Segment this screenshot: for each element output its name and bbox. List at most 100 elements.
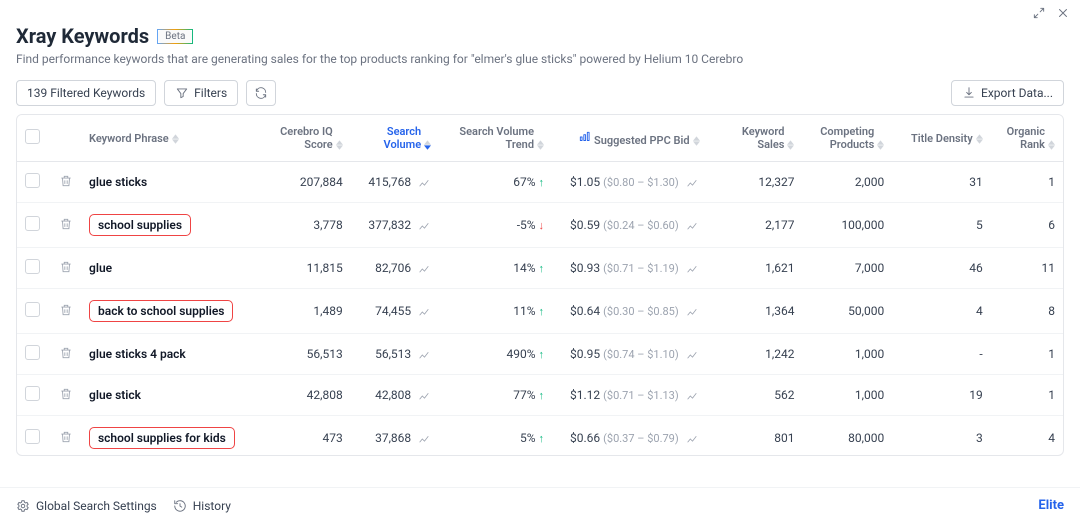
- col-trend[interactable]: Search VolumeTrend: [439, 115, 552, 162]
- row-checkbox[interactable]: [25, 259, 40, 274]
- cell-density: 19: [892, 375, 990, 416]
- col-iq[interactable]: Cerebro IQScore: [263, 115, 351, 162]
- cell-iq: 1,489: [263, 289, 351, 334]
- cell-volume: 415,768: [351, 162, 439, 203]
- cell-rank: 4: [991, 416, 1063, 455]
- row-checkbox[interactable]: [25, 173, 40, 188]
- history-button[interactable]: History: [173, 499, 231, 513]
- gear-icon: [16, 499, 30, 513]
- cell-sales: 1,242: [726, 334, 803, 375]
- row-checkbox[interactable]: [25, 386, 40, 401]
- cell-volume: 82,706: [351, 248, 439, 289]
- cell-competing: 80,000: [802, 416, 892, 455]
- page-subtitle: Find performance keywords that are gener…: [16, 52, 1064, 66]
- cell-ppc: $1.05 ($0.80 – $1.30): [552, 162, 726, 203]
- col-keyword[interactable]: Keyword Phrase: [81, 115, 263, 162]
- table-row: glue sticks 207,884415,768 67% ↑$1.05 ($0…: [17, 162, 1063, 203]
- ppc-icon: [578, 130, 592, 144]
- cell-trend: -5% ↓: [439, 203, 552, 248]
- table-row: school supplies3,778377,832 -5% ↓$0.59 (…: [17, 203, 1063, 248]
- beta-badge: Beta: [157, 29, 193, 44]
- cell-rank: 8: [991, 289, 1063, 334]
- col-sales[interactable]: KeywordSales: [726, 115, 803, 162]
- refresh-icon: [254, 86, 268, 100]
- filters-label: Filters: [194, 86, 227, 100]
- cell-density: 31: [892, 162, 990, 203]
- history-icon: [173, 499, 187, 513]
- delete-icon[interactable]: [59, 303, 73, 317]
- cell-trend: 14% ↑: [439, 248, 552, 289]
- cell-iq: 473: [263, 416, 351, 455]
- col-ppc[interactable]: Suggested PPC Bid: [552, 115, 726, 162]
- keyword-phrase[interactable]: school supplies for kids: [89, 427, 235, 449]
- keyword-phrase[interactable]: school supplies: [89, 214, 191, 236]
- cell-volume: 56,513: [351, 334, 439, 375]
- refresh-button[interactable]: [246, 80, 276, 106]
- delete-icon[interactable]: [59, 387, 73, 401]
- cell-density: 46: [892, 248, 990, 289]
- row-checkbox[interactable]: [25, 216, 40, 231]
- expand-icon[interactable]: [1032, 6, 1046, 20]
- cell-volume: 42,808: [351, 375, 439, 416]
- cell-trend: 490% ↑: [439, 334, 552, 375]
- row-checkbox[interactable]: [25, 429, 40, 444]
- cell-ppc: $0.66 ($0.37 – $0.79): [552, 416, 726, 455]
- download-icon: [962, 86, 976, 100]
- cell-volume: 377,832: [351, 203, 439, 248]
- cell-volume: 74,455: [351, 289, 439, 334]
- global-settings-button[interactable]: Global Search Settings: [16, 499, 157, 513]
- cell-competing: 7,000: [802, 248, 892, 289]
- col-density[interactable]: Title Density: [892, 115, 990, 162]
- cell-rank: 1: [991, 375, 1063, 416]
- col-competing[interactable]: CompetingProducts: [802, 115, 892, 162]
- cell-sales: 1,621: [726, 248, 803, 289]
- export-label: Export Data...: [981, 86, 1053, 100]
- cell-rank: 11: [991, 248, 1063, 289]
- delete-icon[interactable]: [59, 174, 73, 188]
- cell-ppc: $0.93 ($0.71 – $1.19): [552, 248, 726, 289]
- cell-density: 4: [892, 289, 990, 334]
- cell-sales: 801: [726, 416, 803, 455]
- cell-competing: 1,000: [802, 334, 892, 375]
- cell-competing: 50,000: [802, 289, 892, 334]
- keyword-phrase[interactable]: glue sticks: [89, 173, 147, 191]
- cell-competing: 1,000: [802, 375, 892, 416]
- cell-rank: 1: [991, 334, 1063, 375]
- cell-sales: 562: [726, 375, 803, 416]
- row-checkbox[interactable]: [25, 345, 40, 360]
- cell-iq: 207,884: [263, 162, 351, 203]
- table-row: glue stick42,80842,808 77% ↑$1.12 ($0.71…: [17, 375, 1063, 416]
- cell-sales: 1,364: [726, 289, 803, 334]
- col-volume[interactable]: SearchVolume: [351, 115, 439, 162]
- row-checkbox[interactable]: [25, 302, 40, 317]
- cell-trend: 67% ↑: [439, 162, 552, 203]
- select-all-checkbox[interactable]: [25, 129, 40, 144]
- cell-sales: 12,327: [726, 162, 803, 203]
- cell-volume: 37,868: [351, 416, 439, 455]
- filters-button[interactable]: Filters: [164, 80, 238, 106]
- cell-density: 3: [892, 416, 990, 455]
- delete-icon[interactable]: [59, 260, 73, 274]
- close-icon[interactable]: [1056, 6, 1070, 20]
- delete-icon[interactable]: [59, 346, 73, 360]
- cell-competing: 2,000: [802, 162, 892, 203]
- table-row: school supplies for kids47337,868 5% ↑$0…: [17, 416, 1063, 455]
- cell-rank: 1: [991, 162, 1063, 203]
- keyword-phrase[interactable]: glue stick: [89, 386, 141, 404]
- cell-iq: 42,808: [263, 375, 351, 416]
- col-rank[interactable]: OrganicRank: [991, 115, 1063, 162]
- cell-trend: 77% ↑: [439, 375, 552, 416]
- keyword-phrase[interactable]: glue: [89, 259, 112, 277]
- filtered-count-chip: 139 Filtered Keywords: [16, 80, 156, 106]
- cell-rank: 6: [991, 203, 1063, 248]
- delete-icon[interactable]: [59, 430, 73, 444]
- export-button[interactable]: Export Data...: [951, 80, 1064, 106]
- keyword-phrase[interactable]: glue sticks 4 pack: [89, 345, 186, 363]
- table-row: back to school supplies1,48974,455 11% ↑…: [17, 289, 1063, 334]
- cell-density: -: [892, 334, 990, 375]
- delete-icon[interactable]: [59, 217, 73, 231]
- keyword-phrase[interactable]: back to school supplies: [89, 300, 233, 322]
- plan-badge[interactable]: Elite: [1038, 498, 1064, 513]
- cell-sales: 2,177: [726, 203, 803, 248]
- page-title: Xray Keywords: [16, 24, 149, 48]
